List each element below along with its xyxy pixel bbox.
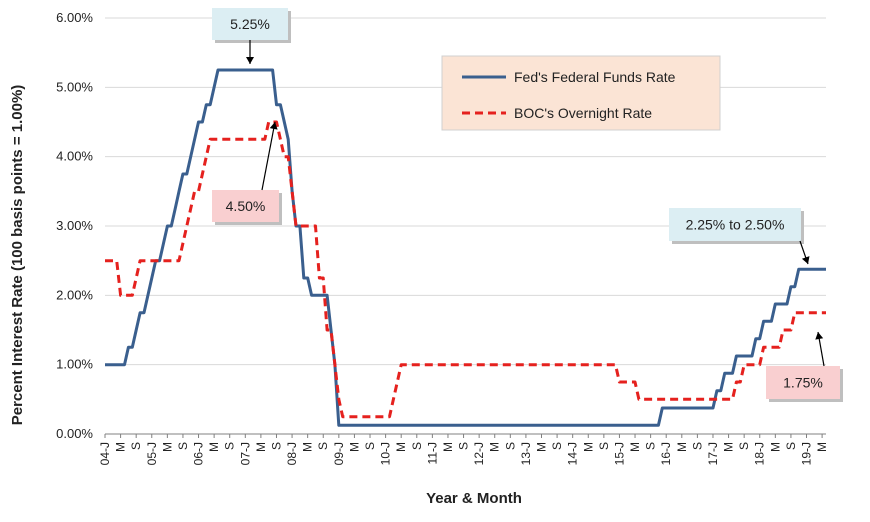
annotation-arrow <box>261 121 276 191</box>
annotation-text: 5.25% <box>230 16 270 32</box>
x-tick-label: S <box>363 442 377 450</box>
y-tick-label: 1.00% <box>56 357 93 372</box>
legend-label-0: Fed's Federal Funds Rate <box>514 69 676 85</box>
x-tick-label: S <box>644 442 658 450</box>
x-tick-label: S <box>550 442 564 450</box>
annotation-arrowhead <box>269 122 278 130</box>
x-tick-label: S <box>129 442 143 450</box>
x-tick-label: 07-J <box>238 442 252 465</box>
x-tick-label: 13-J <box>519 442 533 465</box>
annotation-arrowhead <box>815 332 824 340</box>
x-tick-label: M <box>815 442 829 452</box>
x-tick-label: 16-J <box>659 442 673 465</box>
x-tick-label: 08-J <box>285 442 299 465</box>
x-tick-label: M <box>301 442 315 452</box>
y-axis-title: Percent Interest Rate (100 basis points … <box>9 85 26 426</box>
x-tick-label: M <box>160 442 174 452</box>
x-tick-label: 14-J <box>566 442 580 465</box>
x-tick-label: 15-J <box>612 442 626 465</box>
x-tick-label: 18-J <box>753 442 767 465</box>
y-tick-label: 3.00% <box>56 218 93 233</box>
x-tick-label: M <box>441 442 455 452</box>
x-tick-label: M <box>534 442 548 452</box>
x-tick-label: 17-J <box>706 442 720 465</box>
annotation-text: 2.25% to 2.50% <box>686 217 785 233</box>
x-tick-label: M <box>768 442 782 452</box>
x-tick-label: M <box>581 442 595 452</box>
x-tick-label: M <box>207 442 221 452</box>
x-tick-label: S <box>784 442 798 450</box>
legend-box <box>441 55 721 131</box>
y-tick-label: 2.00% <box>56 287 93 302</box>
x-tick-label: M <box>254 442 268 452</box>
x-tick-label: S <box>597 442 611 450</box>
annotation-text: 4.50% <box>226 198 266 214</box>
x-tick-label: S <box>737 442 751 450</box>
series-lines <box>105 68 826 427</box>
x-tick-label: 19-J <box>800 442 814 465</box>
x-axis-title: Year & Month <box>426 490 522 507</box>
annotation-3: 1.75% <box>766 331 843 402</box>
x-tick-label: 04-J <box>98 442 112 465</box>
x-axis-ticks: 04-J M S 05-J M S 06-J M S 07-J M S 08-J M S 09-J M S 10-J… <box>98 434 829 465</box>
y-tick-label: 5.00% <box>56 79 93 94</box>
x-tick-label: M <box>488 442 502 452</box>
x-tick-label: S <box>690 442 704 450</box>
x-tick-label: M <box>114 442 128 452</box>
y-tick-label: 6.00% <box>56 10 93 25</box>
x-tick-label: 12-J <box>472 442 486 465</box>
annotation-arrowhead <box>246 57 254 64</box>
annotation-box <box>212 8 288 40</box>
x-tick-label: M <box>675 442 689 452</box>
x-tick-label: M <box>628 442 642 452</box>
annotation-box <box>212 190 279 222</box>
annotation-box <box>669 208 801 241</box>
annotation-2: 2.25% to 2.50% <box>669 208 810 265</box>
x-tick-label: 06-J <box>192 442 206 465</box>
legend-label-1: BOC's Overnight Rate <box>514 105 652 121</box>
x-tick-label: S <box>410 442 424 450</box>
x-tick-label: S <box>457 442 471 450</box>
series-line-0 <box>105 68 826 427</box>
x-tick-label: S <box>223 442 237 450</box>
y-tick-label: 4.00% <box>56 149 93 164</box>
annotation-0: 5.25% <box>212 8 291 64</box>
annotation-1: 4.50% <box>212 121 282 225</box>
x-tick-label: S <box>503 442 517 450</box>
annotation-box <box>766 366 840 399</box>
annotations: 5.25% 4.50% 2.25% to 2.50% 1.75% <box>212 8 843 402</box>
y-tick-label: 0.00% <box>56 426 93 441</box>
x-tick-label: 11-J <box>425 442 439 464</box>
x-tick-label: M <box>394 442 408 452</box>
x-tick-label: M <box>722 442 736 452</box>
annotation-text: 1.75% <box>783 375 823 391</box>
x-tick-label: 05-J <box>145 442 159 465</box>
annotation-arrowhead <box>801 256 810 264</box>
x-tick-label: S <box>316 442 330 450</box>
legend: Fed's Federal Funds Rate BOC's Overnight … <box>441 55 721 131</box>
x-tick-label: M <box>347 442 361 452</box>
x-tick-label: S <box>176 442 190 450</box>
x-tick-label: 10-J <box>379 442 393 465</box>
series-line-1 <box>105 120 826 419</box>
x-tick-label: 09-J <box>332 442 346 465</box>
y-axis-ticks: 0.00% 1.00% 2.00% 3.00% 4.00% 5.00% 6.00% <box>56 10 93 441</box>
x-tick-label: S <box>269 442 283 450</box>
